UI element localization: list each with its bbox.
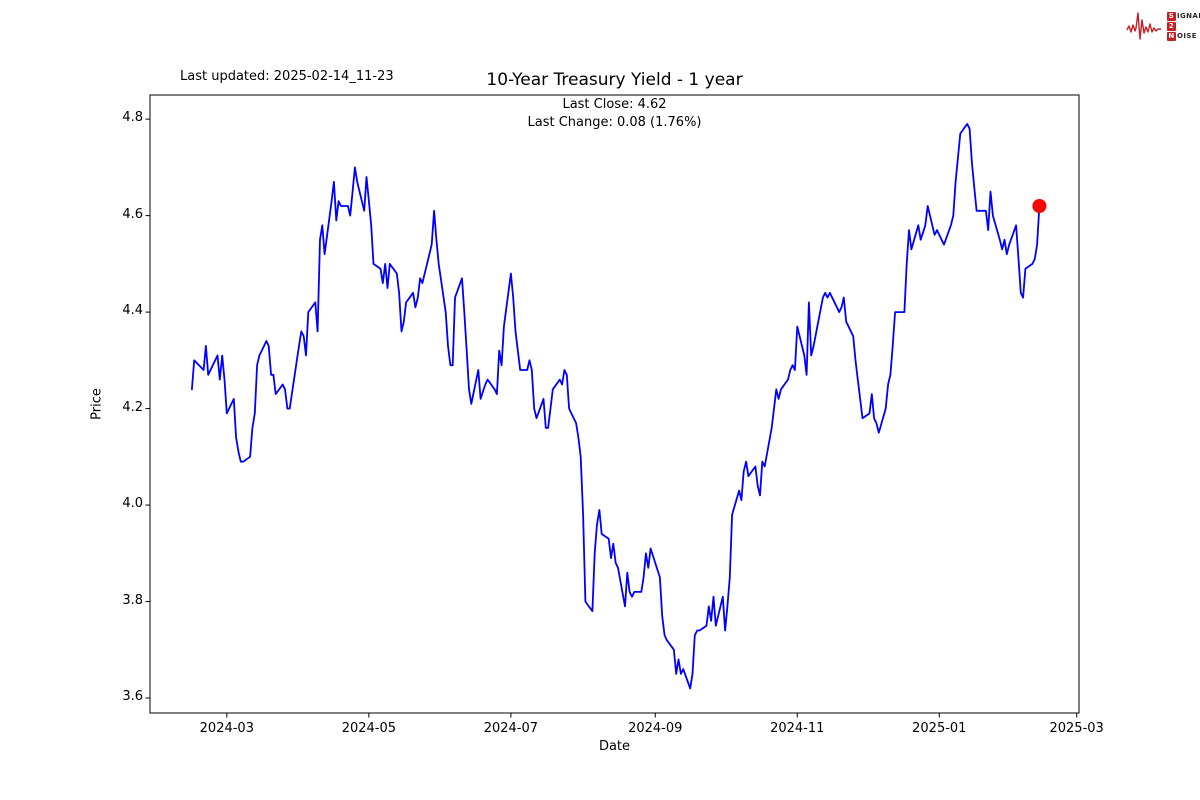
x-tick-label: 2024-03: [199, 721, 254, 736]
y-tick-label: 3.8: [122, 592, 143, 608]
last-updated-label: Last updated: 2025-02-14_11-23: [180, 69, 394, 84]
logo-text-row: 2: [1167, 21, 1200, 31]
x-tick-label: 2024-09: [628, 721, 683, 736]
logo-letter-box: S: [1167, 11, 1176, 21]
last-close-text: Last Close: 4.62: [562, 97, 667, 112]
x-axis-label: Date: [598, 739, 631, 754]
y-tick-label: 4.4: [122, 303, 143, 319]
logo-text: SIGNAL2NOISE: [1167, 11, 1200, 41]
x-tick-label: 2025-03: [1049, 721, 1104, 736]
last-close-marker: [1032, 199, 1047, 213]
x-tick-label: 2024-05: [341, 721, 397, 736]
y-tick-label: 4.0: [122, 496, 143, 512]
logo-letter-rest: OISE: [1177, 31, 1197, 40]
logo-letter-box: N: [1167, 31, 1176, 41]
x-tick-label: 2024-07: [483, 721, 539, 736]
y-tick-label: 4.6: [122, 206, 143, 222]
last-change-text: Last Change: 0.08 (1.76%): [527, 115, 702, 130]
plot-frame: [149, 94, 1080, 714]
logo-text-row: SIGNAL: [1167, 11, 1200, 21]
heartbeat-waveform-icon: [1126, 12, 1161, 40]
x-tick-label: 2025-01: [912, 721, 967, 736]
y-tick-label: 3.6: [122, 689, 143, 705]
y-tick-label: 4.2: [122, 399, 143, 415]
x-tick-label: 2024-11: [770, 721, 825, 736]
signal2noise-logo: SIGNAL2NOISE: [1126, 7, 1200, 45]
axis-tick-marks: [145, 118, 1078, 718]
chart-title: 10-Year Treasury Yield - 1 year: [486, 70, 743, 90]
logo-letter-rest: IGNAL: [1177, 11, 1200, 20]
price-line-series: [190, 123, 1041, 690]
logo-letter-box: 2: [1167, 21, 1176, 31]
y-tick-label: 4.8: [122, 110, 143, 126]
chart-annotation: Last Close: 4.62 Last Change: 0.08 (1.76…: [150, 96, 1079, 132]
logo-text-row: N OISE: [1167, 31, 1200, 41]
